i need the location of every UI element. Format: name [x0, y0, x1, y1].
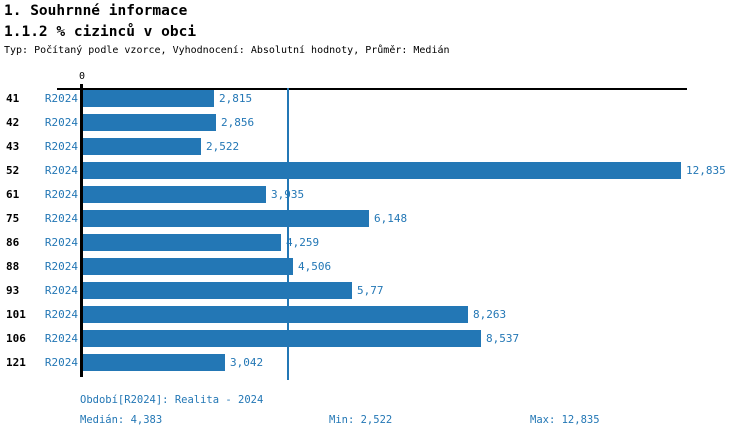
row-series-label: R2024: [44, 332, 78, 345]
bar-value-label: 8,537: [486, 332, 520, 345]
row-category-label: 43: [6, 140, 20, 153]
bar-value-label: 4,259: [286, 236, 320, 249]
bar-value-label: 12,835: [686, 164, 726, 177]
median-line: [287, 88, 289, 380]
row-series-label: R2024: [44, 164, 78, 177]
period-legend: Období[R2024]: Realita - 2024: [80, 394, 264, 406]
max-stat: Max: 12,835: [530, 414, 600, 426]
row-series-label: R2024: [44, 260, 78, 273]
row-category-label: 75: [6, 212, 20, 225]
bar-value-label: 8,263: [473, 308, 507, 321]
bar-value-label: 4,506: [298, 260, 332, 273]
indicator-subtitle: 1.1.2 % cizinců v obci: [4, 24, 197, 40]
row-category-label: 88: [6, 260, 20, 273]
row-category-label: 61: [6, 188, 20, 201]
min-stat: Min: 2,522: [329, 414, 393, 426]
bar-value-label: 3,935: [271, 188, 305, 201]
bar: [83, 186, 266, 203]
y-axis-line: [80, 84, 83, 377]
row-series-label: R2024: [44, 92, 78, 105]
row-series-label: R2024: [44, 188, 78, 201]
row-category-label: 86: [6, 236, 20, 249]
bar-value-label: 2,856: [221, 116, 255, 129]
row-category-label: 42: [6, 116, 20, 129]
bar: [83, 306, 468, 323]
row-series-label: R2024: [44, 212, 78, 225]
row-category-label: 101: [6, 308, 26, 321]
row-category-label: 41: [6, 92, 20, 105]
bar: [83, 162, 681, 179]
bar-value-label: 2,815: [219, 92, 253, 105]
x-axis-zero-tick-label: 0: [78, 71, 86, 82]
row-series-label: R2024: [44, 140, 78, 153]
median-stat: Medián: 4,383: [80, 414, 163, 426]
row-series-label: R2024: [44, 116, 78, 129]
bar-value-label: 3,042: [230, 356, 264, 369]
bar: [83, 114, 216, 131]
row-category-label: 52: [6, 164, 20, 177]
bar: [83, 330, 481, 347]
indicator-meta: Typ: Počítaný podle vzorce, Vyhodnocení:…: [4, 45, 450, 56]
bar-value-label: 2,522: [206, 140, 240, 153]
page-title: 1. Souhrnné informace: [4, 3, 188, 19]
row-series-label: R2024: [44, 356, 78, 369]
row-category-label: 121: [6, 356, 26, 369]
row-series-label: R2024: [44, 236, 78, 249]
bar: [83, 354, 225, 371]
bar: [83, 282, 352, 299]
bar: [83, 138, 201, 155]
row-series-label: R2024: [44, 284, 78, 297]
bar: [83, 234, 281, 251]
bar: [83, 90, 214, 107]
row-category-label: 93: [6, 284, 20, 297]
x-axis-line: [57, 88, 687, 90]
bar-value-label: 5,77: [357, 284, 384, 297]
row-series-label: R2024: [44, 308, 78, 321]
bar: [83, 258, 293, 275]
row-category-label: 106: [6, 332, 26, 345]
bar-value-label: 6,148: [374, 212, 408, 225]
bar: [83, 210, 369, 227]
